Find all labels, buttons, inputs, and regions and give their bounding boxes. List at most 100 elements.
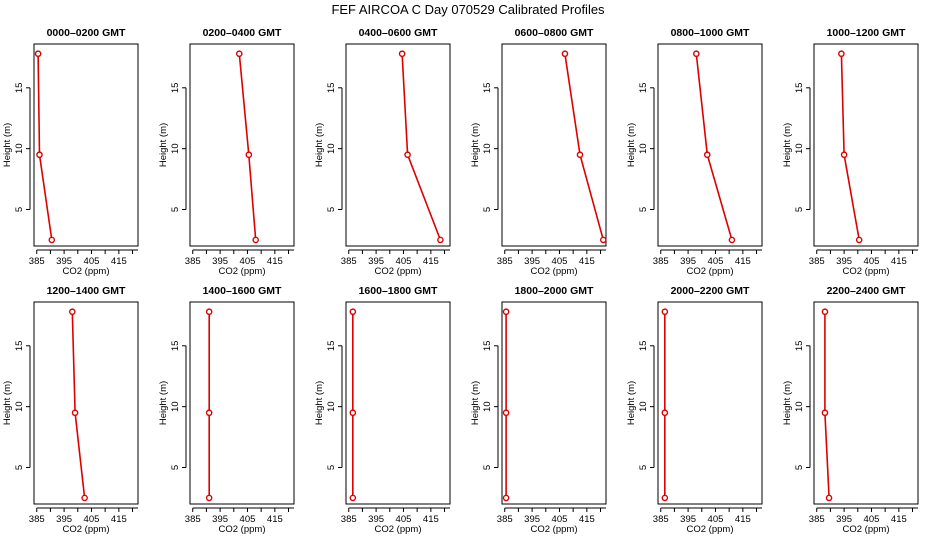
- y-tick-label: 15: [482, 83, 493, 94]
- x-tick-label: 405: [84, 514, 100, 525]
- y-axis-label: Height (m): [626, 381, 637, 425]
- x-tick-label: 385: [29, 256, 45, 267]
- x-tick-label: 395: [680, 514, 696, 525]
- data-point: [349, 409, 357, 417]
- panel-title: 1400–1600 GMT: [203, 285, 282, 297]
- x-tick-label: 415: [267, 514, 283, 525]
- y-axis-label: Height (m): [2, 123, 13, 167]
- y-axis-label: Height (m): [782, 123, 793, 167]
- data-point: [502, 494, 510, 502]
- data-point: [205, 308, 213, 316]
- x-tick-label: 385: [185, 514, 201, 525]
- y-tick-label: 5: [638, 465, 649, 470]
- x-axis-label: CO2 (ppm): [375, 524, 422, 535]
- y-tick-label: 5: [326, 465, 337, 470]
- panel-title: 1600–1800 GMT: [359, 285, 438, 297]
- plot-frame: [189, 43, 295, 247]
- series-line: [37, 53, 53, 241]
- y-tick-label: 15: [170, 341, 181, 352]
- x-axis-label: CO2 (ppm): [375, 266, 422, 277]
- data-point: [502, 308, 510, 316]
- x-tick-label: 405: [864, 514, 880, 525]
- x-tick-label: 395: [680, 256, 696, 267]
- x-tick-label: 415: [111, 256, 127, 267]
- data-point: [661, 308, 669, 316]
- x-tick-label: 385: [497, 256, 513, 267]
- x-tick-label: 415: [423, 256, 439, 267]
- y-tick-label: 10: [794, 143, 805, 154]
- data-point: [840, 151, 848, 159]
- data-point: [561, 50, 569, 58]
- data-point: [661, 409, 669, 417]
- plot-frame: [345, 43, 451, 247]
- panel-title: 1200–1400 GMT: [47, 285, 126, 297]
- x-tick-label: 415: [735, 514, 751, 525]
- series-line: [840, 53, 860, 241]
- x-axis-label: CO2 (ppm): [843, 524, 890, 535]
- y-tick-label: 10: [170, 401, 181, 412]
- panel-title: 0800–1000 GMT: [671, 27, 750, 39]
- x-tick-label: 385: [809, 256, 825, 267]
- data-point: [404, 151, 411, 159]
- series-line: [238, 53, 257, 240]
- data-point: [398, 50, 406, 58]
- x-tick-label: 405: [396, 514, 412, 525]
- y-tick-label: 15: [170, 83, 181, 94]
- x-tick-label: 395: [56, 514, 72, 525]
- x-tick-label: 395: [836, 256, 852, 267]
- x-tick-label: 385: [653, 514, 669, 525]
- y-tick-label: 5: [794, 207, 805, 212]
- y-tick-label: 5: [482, 465, 493, 470]
- data-point: [693, 50, 700, 58]
- y-axis-label: Height (m): [158, 381, 169, 425]
- x-axis-label: CO2 (ppm): [531, 266, 578, 277]
- data-point: [502, 409, 510, 417]
- data-point: [48, 236, 56, 244]
- plot-frame: [813, 301, 919, 505]
- x-tick-label: 385: [29, 514, 45, 525]
- series-line: [71, 311, 86, 498]
- series-line: [695, 53, 733, 241]
- x-tick-label: 415: [267, 256, 283, 267]
- x-axis-label: CO2 (ppm): [219, 524, 266, 535]
- data-point: [205, 494, 213, 502]
- plot-frame: [345, 301, 451, 505]
- data-point: [349, 308, 357, 316]
- panel-title: 2000–2200 GMT: [671, 285, 750, 297]
- y-tick-label: 15: [14, 341, 25, 352]
- y-axis-label: Height (m): [314, 381, 325, 425]
- x-tick-label: 415: [735, 256, 751, 267]
- panel-title: 1800–2000 GMT: [515, 285, 594, 297]
- y-tick-label: 5: [638, 207, 649, 212]
- x-tick-label: 415: [579, 514, 595, 525]
- x-tick-label: 405: [240, 514, 256, 525]
- x-tick-label: 385: [341, 256, 357, 267]
- data-point: [36, 151, 43, 159]
- data-point: [34, 50, 42, 58]
- data-point: [855, 236, 863, 244]
- y-tick-label: 10: [482, 401, 493, 412]
- plot-frame: [501, 301, 607, 505]
- y-tick-label: 15: [794, 83, 805, 94]
- y-tick-label: 15: [638, 341, 649, 352]
- x-tick-label: 405: [708, 256, 724, 267]
- x-tick-label: 395: [524, 514, 540, 525]
- data-point: [825, 494, 833, 502]
- plot-frame: [657, 301, 763, 505]
- y-tick-label: 15: [794, 341, 805, 352]
- data-point: [349, 494, 357, 502]
- y-tick-label: 5: [482, 207, 493, 212]
- x-axis-label: CO2 (ppm): [219, 266, 266, 277]
- plot-frame: [813, 43, 919, 247]
- y-tick-label: 10: [638, 401, 649, 412]
- data-point: [838, 50, 845, 58]
- plot-frame: [33, 43, 139, 247]
- y-tick-label: 10: [14, 401, 25, 412]
- x-axis-label: CO2 (ppm): [63, 524, 110, 535]
- x-tick-label: 385: [185, 256, 201, 267]
